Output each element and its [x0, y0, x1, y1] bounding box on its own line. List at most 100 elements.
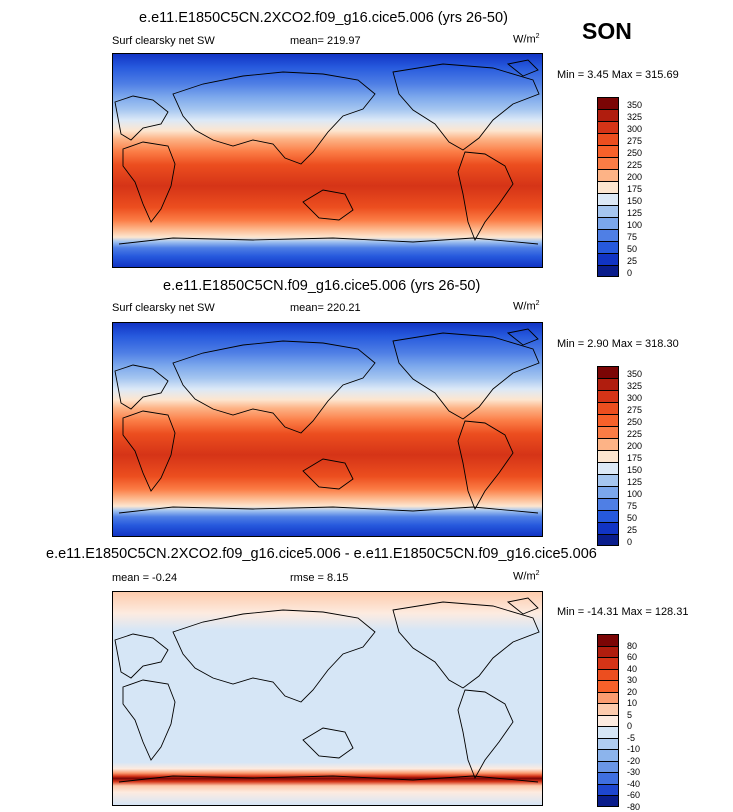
colorbar-tick-label: 10	[627, 698, 638, 708]
field-label: Surf clearsky net SW	[112, 35, 215, 47]
colorbar-tick-label: -40	[627, 778, 641, 789]
colorbar-tick-label: 30	[627, 675, 638, 685]
units-label: W/m2	[513, 33, 540, 46]
colorbar-swatch	[597, 474, 619, 486]
colorbar-tick-label: 250	[627, 417, 643, 427]
colorbar-tick-label: 25	[627, 256, 638, 266]
colorbar-tick-label: 40	[627, 663, 638, 674]
colorbar-swatch	[597, 241, 619, 253]
colorbar-tick-label: -20	[627, 755, 641, 766]
colorbar-tick-label: 100	[627, 220, 643, 230]
colorbar-swatch	[597, 634, 619, 646]
colorbar-tick-label: 125	[627, 208, 643, 218]
map-panel-difference	[112, 591, 543, 806]
colorbar-tick-label: 5	[627, 709, 633, 720]
colorbar-tick-label: 75	[627, 232, 638, 242]
colorbar-tick-label: 0	[627, 268, 633, 278]
colorbar-tick-label: 300	[627, 393, 643, 403]
colorbar-swatch	[597, 657, 619, 669]
colorbar-tick-label: 350	[627, 369, 643, 379]
colorbar-swatch	[597, 133, 619, 145]
rmse-label: rmse = 8.15	[290, 572, 349, 584]
colorbar-swatch	[597, 450, 619, 462]
colorbar-swatch	[597, 157, 619, 169]
colorbar-tick-label: 225	[627, 160, 643, 170]
mean-label: mean = -0.24	[112, 572, 178, 584]
colorbar-swatch	[597, 169, 619, 181]
units-label: W/m2	[513, 570, 540, 583]
colorbar-swatch	[597, 726, 619, 738]
colorbar-swatch	[597, 760, 619, 772]
colorbar-tick-label: 250	[627, 148, 643, 158]
panel-title: e.e11.E1850C5CN.2XCO2.f09_g16.cice5.006 …	[46, 546, 597, 562]
mean-label: mean= 220.21	[290, 302, 361, 314]
map-panel-experiment	[112, 53, 543, 268]
colorbar-tick-label: 150	[627, 465, 643, 475]
colorbar-tick-label: 50	[627, 244, 638, 254]
colorbar-swatch	[597, 783, 619, 795]
colorbar-swatch	[597, 645, 619, 657]
colorbar-swatch	[597, 217, 619, 229]
panel-title: e.e11.E1850C5CN.f09_g16.cice5.006 (yrs 2…	[163, 278, 481, 294]
colorbar-swatch	[597, 749, 619, 761]
season-label: SON	[582, 18, 632, 44]
panel-title: e.e11.E1850C5CN.2XCO2.f09_g16.cice5.006 …	[139, 10, 508, 26]
colorbar-tick-label: 150	[627, 196, 643, 206]
colorbar-swatch	[597, 253, 619, 265]
map-canvas	[113, 323, 542, 536]
colorbar-tick-label: 25	[627, 525, 638, 535]
colorbar-swatch	[597, 181, 619, 193]
colorbar-swatch	[597, 205, 619, 217]
colorbar-swatch	[597, 414, 619, 426]
units-label: W/m2	[513, 300, 540, 313]
colorbar-swatch	[597, 378, 619, 390]
colorbar-tick-label: 325	[627, 112, 643, 122]
map-canvas	[113, 592, 542, 805]
colorbar-tick-label: 60	[627, 652, 638, 662]
colorbar-tick-label: -5	[627, 732, 636, 743]
colorbar-swatch	[597, 145, 619, 157]
colorbar-swatch	[597, 97, 619, 109]
colorbar-tick-label: 200	[627, 172, 643, 182]
map-canvas	[113, 54, 542, 267]
colorbar-swatch	[597, 366, 619, 378]
colorbar-tick-label: 175	[627, 184, 643, 194]
colorbar-tick-label: -30	[627, 767, 641, 777]
colorbar-tick-label: 325	[627, 381, 643, 391]
colorbar-tick-label: -10	[627, 744, 641, 754]
colorbar-swatch	[597, 265, 619, 277]
colorbar-tick-label: 125	[627, 477, 643, 487]
colorbar-swatch	[597, 680, 619, 692]
colorbar-swatch	[597, 795, 619, 807]
colorbar-tick-label: 275	[627, 405, 643, 415]
mean-label: mean= 219.97	[290, 35, 361, 47]
colorbar-swatch	[597, 534, 619, 546]
colorbar-swatch	[597, 714, 619, 726]
colorbar-swatch	[597, 426, 619, 438]
colorbar-tick-label: 200	[627, 441, 643, 451]
colorbar-swatch	[597, 737, 619, 749]
colorbar-swatch	[597, 691, 619, 703]
colorbar-tick-label: 75	[627, 501, 638, 511]
field-label: Surf clearsky net SW	[112, 302, 215, 314]
colorbar-tick-label: 20	[627, 686, 638, 697]
min-max-label: Min = 2.90 Max = 318.30	[557, 338, 679, 350]
min-max-label: Min = 3.45 Max = 315.69	[557, 69, 679, 81]
min-max-label: Min = -14.31 Max = 128.31	[557, 606, 689, 618]
colorbar-tick-label: 0	[627, 721, 633, 731]
colorbar-tick-label: 300	[627, 124, 643, 134]
map-panel-control	[112, 322, 543, 537]
colorbar-tick-label: 80	[627, 640, 638, 651]
colorbar-swatch	[597, 229, 619, 241]
colorbar-tick-label: -80	[627, 801, 641, 812]
colorbar-swatch	[597, 193, 619, 205]
colorbar-swatch	[597, 109, 619, 121]
colorbar-swatch	[597, 772, 619, 784]
colorbar-swatch	[597, 390, 619, 402]
colorbar-tick-label: 225	[627, 429, 643, 439]
colorbar-swatch	[597, 438, 619, 450]
colorbar-swatch	[597, 510, 619, 522]
colorbar-swatch	[597, 486, 619, 498]
colorbar-tick-label: 350	[627, 100, 643, 110]
colorbar-swatch	[597, 402, 619, 414]
